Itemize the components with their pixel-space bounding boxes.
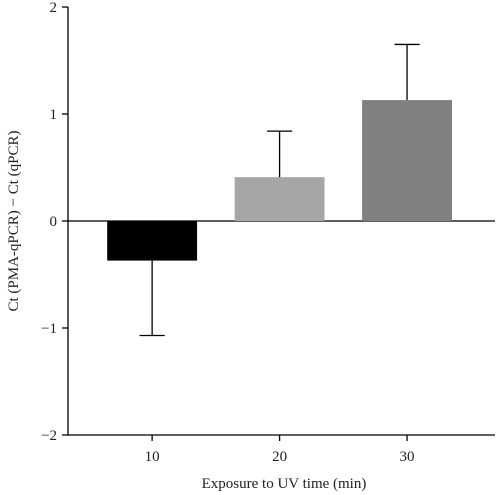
y-tick-label: 2: [50, 0, 58, 16]
y-axis-title: Ct (PMA-qPCR) − Ct (qPCR): [6, 130, 22, 311]
bars: [107, 100, 452, 261]
y-tick-label: 0: [50, 214, 58, 230]
x-tick-label: 20: [272, 449, 287, 465]
x-tick-label: 30: [400, 449, 415, 465]
y-tick-label: −1: [41, 321, 57, 337]
bar: [107, 221, 198, 261]
x-tick-label: 10: [145, 449, 160, 465]
y-axis: −2 −1 0 1 2: [41, 0, 69, 444]
y-tick-label: 1: [50, 107, 58, 123]
error-bars: [139, 43, 420, 337]
bar: [234, 177, 325, 221]
x-axis-title: Exposure to UV time (min): [202, 476, 367, 492]
y-tick-label: −2: [41, 428, 57, 444]
bar: [362, 100, 452, 221]
